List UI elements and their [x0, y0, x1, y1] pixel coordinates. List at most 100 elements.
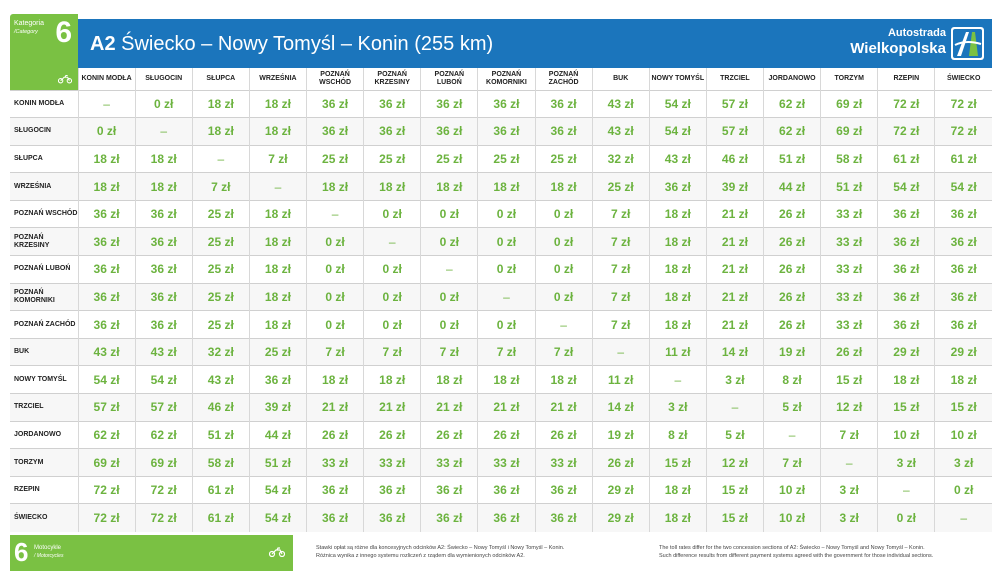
toll-cell: 43 zł: [191, 365, 250, 394]
toll-cell: 33 zł: [363, 448, 421, 477]
toll-cell: 18 zł: [534, 365, 593, 394]
table-row: POZNAŃ LUBOŃ 36 zł 36 zł 25 zł 18 zł 0 zł 0 zł…: [10, 255, 992, 284]
toll-cell: 51 zł: [191, 421, 250, 449]
toll-cell: 3 zł: [705, 365, 764, 394]
toll-cell: 36 zł: [477, 503, 535, 532]
toll-cell: 0 zł: [420, 283, 478, 311]
toll-cell: 36 zł: [77, 227, 136, 256]
toll-cell: 72 zł: [134, 476, 193, 504]
toll-cell: 54 zł: [77, 365, 136, 394]
toll-cell: –: [762, 421, 821, 449]
toll-cell: 57 zł: [134, 393, 193, 422]
row-header: NOWY TOMYŚL: [14, 375, 67, 383]
toll-cell: 0 zł: [305, 255, 364, 284]
toll-cell: 72 zł: [77, 503, 136, 532]
toll-cell: 36 zł: [877, 283, 935, 311]
toll-cell: 51 zł: [820, 172, 878, 201]
toll-cell: 25 zł: [420, 145, 478, 173]
toll-cell: 14 zł: [705, 338, 764, 366]
row-header: POZNAŃ KOMORNIKI: [14, 288, 55, 304]
footer-motorcycle-icon: [269, 547, 285, 557]
toll-cell: 33 zł: [534, 448, 593, 477]
road-number: A2: [90, 33, 116, 55]
toll-cell: 0 zł: [305, 227, 364, 256]
toll-cell: 36 zł: [134, 310, 193, 339]
toll-cell: 36 zł: [363, 503, 421, 532]
column-header: BUK: [591, 68, 650, 90]
row-header: POZNAŃ LUBOŃ: [14, 265, 71, 273]
toll-cell: 26 zł: [420, 421, 478, 449]
toll-cell: 18 zł: [248, 200, 307, 228]
toll-cell: 18 zł: [648, 310, 707, 339]
toll-cell: 18 zł: [134, 172, 193, 201]
toll-cell: 18 zł: [248, 90, 307, 118]
column-header: RZEPIN: [877, 68, 935, 90]
table-row: ŚWIECKO 72 zł 72 zł 61 zł 54 zł 36 zł 36 zł 36 …: [10, 503, 992, 532]
row-header: JORDANOWO: [14, 430, 62, 438]
toll-cell: 69 zł: [820, 117, 878, 146]
toll-cell: –: [705, 393, 764, 422]
toll-cell: 43 zł: [77, 338, 136, 366]
column-header: WRZEŚNIA: [248, 68, 307, 90]
toll-cell: 18 zł: [134, 145, 193, 173]
toll-cell: 10 zł: [934, 421, 992, 449]
toll-cell: 36 zł: [420, 476, 478, 504]
toll-cell: 10 zł: [762, 476, 821, 504]
toll-cell: 18 zł: [648, 227, 707, 256]
toll-cell: 18 zł: [477, 172, 535, 201]
toll-cell: 0 zł: [77, 117, 136, 146]
toll-cell: –: [591, 338, 650, 366]
toll-cell: 21 zł: [477, 393, 535, 422]
toll-cell: –: [534, 310, 593, 339]
toll-cell: 12 zł: [705, 448, 764, 477]
toll-cell: 26 zł: [762, 255, 821, 284]
toll-cell: 0 zł: [477, 227, 535, 256]
toll-cell: 18 zł: [877, 365, 935, 394]
toll-cell: 54 zł: [248, 503, 307, 532]
toll-cell: 36 zł: [420, 90, 478, 118]
column-header: KONIN MODŁA: [77, 68, 136, 90]
toll-cell: 54 zł: [648, 90, 707, 118]
toll-cell: 36 zł: [77, 255, 136, 284]
toll-cell: 36 zł: [420, 117, 478, 146]
toll-cell: 72 zł: [877, 90, 935, 118]
toll-cell: 7 zł: [591, 255, 650, 284]
toll-cell: 36 zł: [77, 310, 136, 339]
toll-cell: 44 zł: [248, 421, 307, 449]
table-row: KONIN MODŁA –0 zł 18 zł 18 zł 36 zł 36 zł 36 z…: [10, 90, 992, 118]
toll-cell: 21 zł: [705, 283, 764, 311]
column-header: POZNAŃ LUBOŃ: [420, 68, 478, 90]
toll-cell: 21 zł: [534, 393, 593, 422]
toll-cell: 21 zł: [420, 393, 478, 422]
toll-cell: 43 zł: [648, 145, 707, 173]
toll-cell: 36 zł: [363, 90, 421, 118]
column-header: TORZYM: [820, 68, 878, 90]
toll-cell: 15 zł: [705, 476, 764, 504]
toll-cell: 36 zł: [134, 227, 193, 256]
toll-cell: 54 zł: [134, 365, 193, 394]
footer-category-label: Motocykle / Motorcycles: [34, 545, 64, 559]
toll-cell: 0 zł: [305, 283, 364, 311]
toll-cell: 18 zł: [420, 172, 478, 201]
row-header: SŁUGOCIN: [14, 127, 51, 135]
row-header: POZNAŃ KRZESINY: [14, 233, 50, 249]
toll-cell: 11 zł: [591, 365, 650, 394]
table-row: BUK 43 zł 43 zł 32 zł 25 zł 7 zł 7 zł 7 zł 7 zł 7…: [10, 338, 992, 366]
row-header: POZNAŃ ZACHÓD: [14, 320, 76, 328]
toll-cell: 36 zł: [77, 200, 136, 228]
toll-cell: –: [363, 227, 421, 256]
toll-cell: 61 zł: [191, 503, 250, 532]
column-header: SŁUGOCIN: [134, 68, 193, 90]
toll-cell: –: [934, 503, 992, 532]
toll-cell: 25 zł: [191, 283, 250, 311]
toll-cell: –: [820, 448, 878, 477]
toll-cell: 72 zł: [877, 117, 935, 146]
toll-cell: 51 zł: [248, 448, 307, 477]
toll-cell: 36 zł: [305, 476, 364, 504]
toll-cell: –: [134, 117, 193, 146]
row-header: SŁUPCA: [14, 154, 43, 162]
toll-cell: 18 zł: [534, 172, 593, 201]
toll-cell: 46 zł: [191, 393, 250, 422]
toll-cell: 54 zł: [877, 172, 935, 201]
toll-cell: 0 zł: [363, 200, 421, 228]
